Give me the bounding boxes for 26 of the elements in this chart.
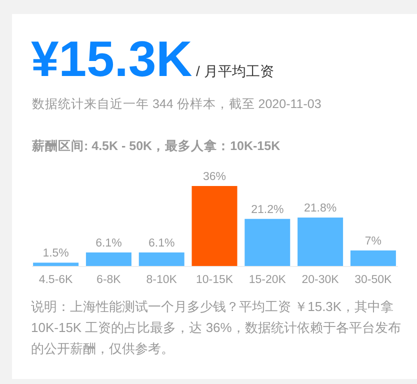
bar — [192, 186, 238, 266]
x-tick-label: 20-30K — [302, 274, 340, 286]
data-label: 6.1% — [148, 237, 175, 250]
bar — [138, 252, 184, 266]
x-tick-label: 30-50K — [354, 274, 392, 286]
bar — [244, 218, 290, 266]
text: 说明：上海性能测试一个月多少钱？平均工资 ￥15.3K，其中拿 10K-15K 工资的占比最多，达 36%，数据统计依赖于各平台发布的公开薪酬，仅供参考。 — [31, 298, 402, 358]
x-tick-label: 10-15K — [196, 274, 234, 286]
x-tick-label: 8-10K — [146, 274, 178, 286]
chart-title: ¥15.3K — [31, 31, 192, 87]
data-label: 1.5% — [42, 248, 69, 260]
bar — [33, 262, 79, 266]
text: 数据统计来自近一年 344 份样本，截至 2020-11-03 — [32, 97, 322, 111]
x-tick-label: 15-20K — [248, 274, 286, 286]
x-tick-label: 6-8K — [96, 274, 122, 286]
bar — [350, 250, 396, 266]
data-label: 21.8% — [304, 202, 337, 215]
text: 薪酬区间: 4.5K - 50K，最多人拿：10K-15K — [31, 138, 280, 153]
bar — [86, 252, 132, 266]
data-label: 21.2% — [251, 204, 284, 216]
data-label: 7% — [364, 235, 382, 248]
x-tick-label: 4.5-6K — [38, 274, 74, 286]
bar — [298, 218, 344, 266]
chart-subtitle: / 月平均工资 — [196, 63, 274, 79]
data-label: 36% — [202, 171, 226, 183]
data-label: 6.1% — [96, 237, 122, 250]
